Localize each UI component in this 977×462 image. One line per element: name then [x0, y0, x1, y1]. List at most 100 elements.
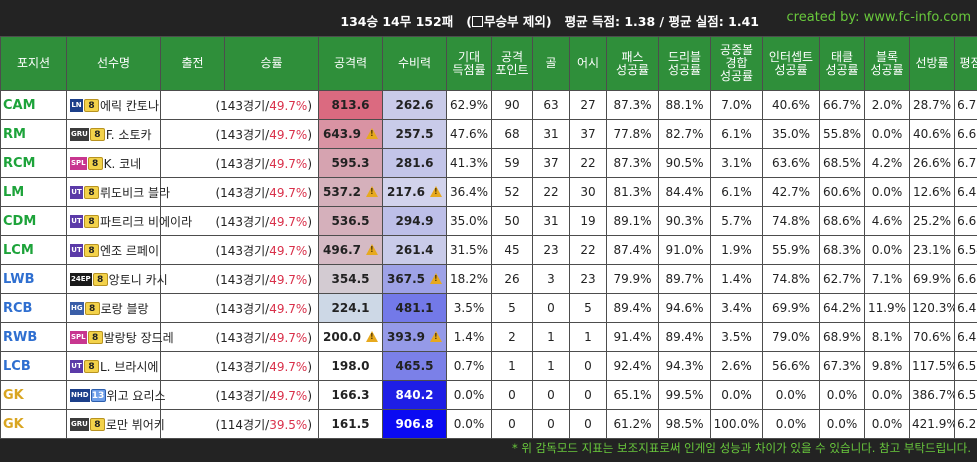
warning-icon — [429, 186, 442, 197]
block-success-cell: 11.9% — [864, 293, 910, 323]
position-cell: GK — [0, 409, 67, 439]
appearances-cell: (143경기/49.7%) — [160, 293, 319, 323]
attack-value: 224.1 — [331, 301, 370, 315]
table-body: CAM LN 8 에릭 칸토나 (143경기/49.7%) 813.6 262.6 62.9%… — [0, 90, 977, 439]
assists-cell: 5 — [569, 293, 607, 323]
attack-cell: 496.7 — [318, 235, 383, 265]
defense-value: 294.9 — [395, 214, 434, 228]
goals-cell: 0 — [532, 409, 570, 439]
aerial-success-cell: 3.4% — [710, 293, 763, 323]
pass-success-cell: 79.9% — [606, 264, 659, 294]
player-name[interactable]: 엔조 르페이 — [100, 243, 160, 258]
dribble-success-cell: 84.4% — [658, 177, 711, 207]
exclude-draw-checkbox[interactable] — [471, 16, 483, 27]
defense-cell: 261.4 — [382, 235, 447, 265]
goals-cell: 3 — [532, 264, 570, 294]
player-name[interactable]: 위고 요리스 — [106, 388, 166, 403]
defense-cell: 367.5 — [382, 264, 447, 294]
rating-cell: 6.47 — [954, 322, 977, 352]
save-rate-cell: 40.6% — [909, 119, 955, 149]
win-rate: 49.7% — [269, 214, 308, 229]
position-cell: LCB — [0, 351, 67, 381]
pass-success-cell: 89.1% — [606, 206, 659, 236]
rating-cell: 6.67 — [954, 206, 977, 236]
player-name-cell: 24EP 8 앙토니 카시 — [66, 264, 168, 294]
player-name[interactable]: 로랑 블랑 — [100, 301, 149, 316]
season-badge: UT — [70, 359, 83, 373]
player-name[interactable]: F. 소토카 — [105, 127, 152, 142]
record-text: 134승 14무 152패 — [340, 14, 454, 29]
pass-success-cell: 87.3% — [606, 148, 659, 178]
position-label: GK — [3, 387, 24, 403]
dribble-success-cell: 98.5% — [658, 409, 711, 439]
defense-cell: 281.6 — [382, 148, 447, 178]
tackle-success-cell: 66.7% — [819, 90, 865, 120]
rating-cell: 6.50 — [954, 380, 977, 410]
player-name[interactable]: 뤼도비크 블라 — [100, 185, 171, 200]
aerial-success-cell: 1.4% — [710, 264, 763, 294]
attack-cell: 354.5 — [318, 264, 383, 294]
defense-cell: 465.5 — [382, 351, 447, 381]
tackle-success-cell: 0.0% — [819, 380, 865, 410]
save-rate-cell: 120.3% — [909, 293, 955, 323]
assists-cell: 27 — [569, 90, 607, 120]
player-name-cell: SPL 8 발랑탕 장드레 — [66, 322, 174, 352]
win-rate: 49.7% — [269, 388, 308, 403]
player-name[interactable]: 파트리크 비에이라 — [100, 214, 193, 229]
tackle-success-cell: 68.5% — [819, 148, 865, 178]
defense-value: 906.8 — [395, 417, 434, 431]
attack-points-cell: 2 — [491, 322, 533, 352]
warning-icon — [365, 244, 378, 255]
top-bar: 134승 14무 152패 (무승부 제외) 평균 득점: 1.38 / 평균 … — [0, 0, 977, 36]
intercept-success-cell: 69.9% — [762, 293, 820, 323]
rating-cell: 6.54 — [954, 235, 977, 265]
defense-value: 481.1 — [395, 301, 434, 315]
player-name[interactable]: K. 코네 — [103, 156, 142, 171]
assists-cell: 19 — [569, 206, 607, 236]
position-cell: LCM — [0, 235, 67, 265]
column-header-save-rate: 선방률 — [909, 36, 955, 91]
appearances-cell: (143경기/49.7%) — [160, 206, 319, 236]
player-stats-table: 포지션 선수명 출전 승률 공격력 수비력 기대 득점률 공격 포인트 골 어시 패스 성공률 드리블 성공률… — [0, 36, 977, 439]
player-name[interactable]: 로만 뷔어키 — [105, 417, 165, 432]
defense-cell: 257.5 — [382, 119, 447, 149]
assists-cell: 37 — [569, 119, 607, 149]
column-header-dribble-success: 드리블 성공률 — [658, 36, 711, 91]
position-label: RCM — [3, 155, 36, 171]
save-rate-cell: 12.6% — [909, 177, 955, 207]
grade-badge: 8 — [84, 214, 99, 228]
season-badge: 24EP — [70, 272, 92, 286]
grade-badge: 8 — [89, 417, 105, 431]
expected-goal-rate-cell: 47.6% — [446, 119, 492, 149]
games-count: 143경기 — [220, 98, 266, 113]
position-label: RCB — [3, 300, 33, 316]
save-rate-cell: 386.7% — [909, 380, 955, 410]
save-rate-cell: 421.9% — [909, 409, 955, 439]
assists-cell: 23 — [569, 264, 607, 294]
win-rate: 39.5% — [269, 417, 308, 432]
dribble-success-cell: 94.3% — [658, 351, 711, 381]
position-cell: RWB — [0, 322, 67, 352]
player-name[interactable]: L. 브라시에 — [100, 359, 159, 374]
intercept-success-cell: 40.6% — [762, 90, 820, 120]
player-name[interactable]: 에릭 칸토나 — [100, 98, 160, 113]
intercept-success-cell: 63.6% — [762, 148, 820, 178]
defense-value: 367.5 — [387, 272, 425, 286]
position-label: LCB — [3, 358, 31, 374]
season-badge: NHD — [70, 388, 90, 402]
warning-icon — [365, 331, 378, 342]
player-name[interactable]: 앙토니 카시 — [108, 272, 168, 287]
defense-value: 217.6 — [387, 185, 425, 199]
grade-badge: 8 — [87, 330, 103, 344]
column-header-expected-goal-rate: 기대 득점률 — [446, 36, 492, 91]
save-rate-cell: 117.5% — [909, 351, 955, 381]
position-label: RWB — [3, 329, 38, 345]
player-name[interactable]: 발랑탕 장드레 — [103, 330, 174, 345]
aerial-success-cell: 5.7% — [710, 206, 763, 236]
intercept-success-cell: 42.7% — [762, 177, 820, 207]
goals-cell: 31 — [532, 206, 570, 236]
player-name-cell: UT 8 파트리크 비에이라 — [66, 206, 192, 236]
